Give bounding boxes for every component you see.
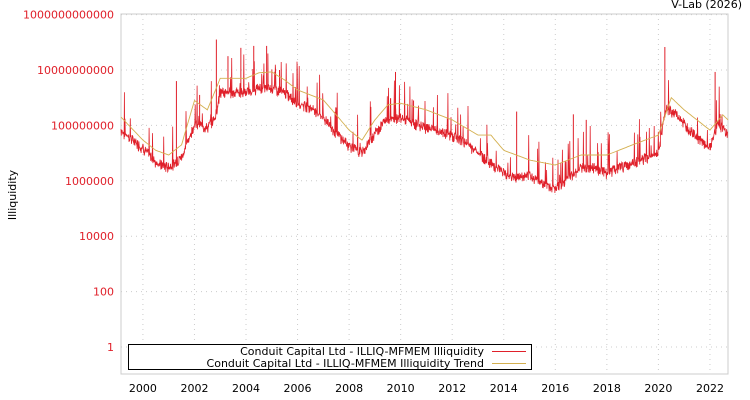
series-trend-line xyxy=(120,71,729,166)
legend-label: Conduit Capital Ltd - ILLIQ-MFMEM Illiqu… xyxy=(206,356,484,370)
plot-area xyxy=(120,13,729,375)
legend-item-illiquidity: Conduit Capital Ltd - ILLIQ-MFMEM Illiqu… xyxy=(129,344,531,358)
x-tick-label: 2016 xyxy=(541,382,569,395)
legend-swatch xyxy=(492,362,526,364)
series-illiquidity-line xyxy=(120,53,729,194)
x-tick-label: 2022 xyxy=(696,382,724,395)
x-tick-label: 2010 xyxy=(387,382,415,395)
y-tick-label: 1 xyxy=(107,341,114,354)
x-tick-label: 2006 xyxy=(284,382,312,395)
x-tick-label: 2004 xyxy=(232,382,260,395)
y-tick-label: 1000000 xyxy=(65,175,114,188)
y-tick-label: 10000000000 xyxy=(37,64,114,77)
x-tick-label: 2018 xyxy=(593,382,621,395)
legend: Conduit Capital Ltd - ILLIQ-MFMEM Illiqu… xyxy=(128,344,532,370)
legend-swatch xyxy=(492,350,526,352)
y-axis-label: Illiquidity xyxy=(6,169,19,220)
credit-label: V-Lab (2026) xyxy=(671,0,742,11)
y-tick-label: 10000 xyxy=(79,230,114,243)
y-tick-label: 1000000000000 xyxy=(23,9,114,22)
legend-label: Conduit Capital Ltd - ILLIQ-MFMEM Illiqu… xyxy=(240,344,484,358)
legend-item-trend: Conduit Capital Ltd - ILLIQ-MFMEM Illiqu… xyxy=(129,356,531,370)
x-tick-label: 2014 xyxy=(490,382,518,395)
x-tick-label: 2012 xyxy=(438,382,466,395)
x-tick-label: 2000 xyxy=(129,382,157,395)
x-tick-label: 2008 xyxy=(335,382,363,395)
y-tick-label: 100 xyxy=(93,286,114,299)
x-tick-label: 2020 xyxy=(644,382,672,395)
x-tick-label: 2002 xyxy=(180,382,208,395)
y-tick-label: 100000000 xyxy=(51,119,114,132)
